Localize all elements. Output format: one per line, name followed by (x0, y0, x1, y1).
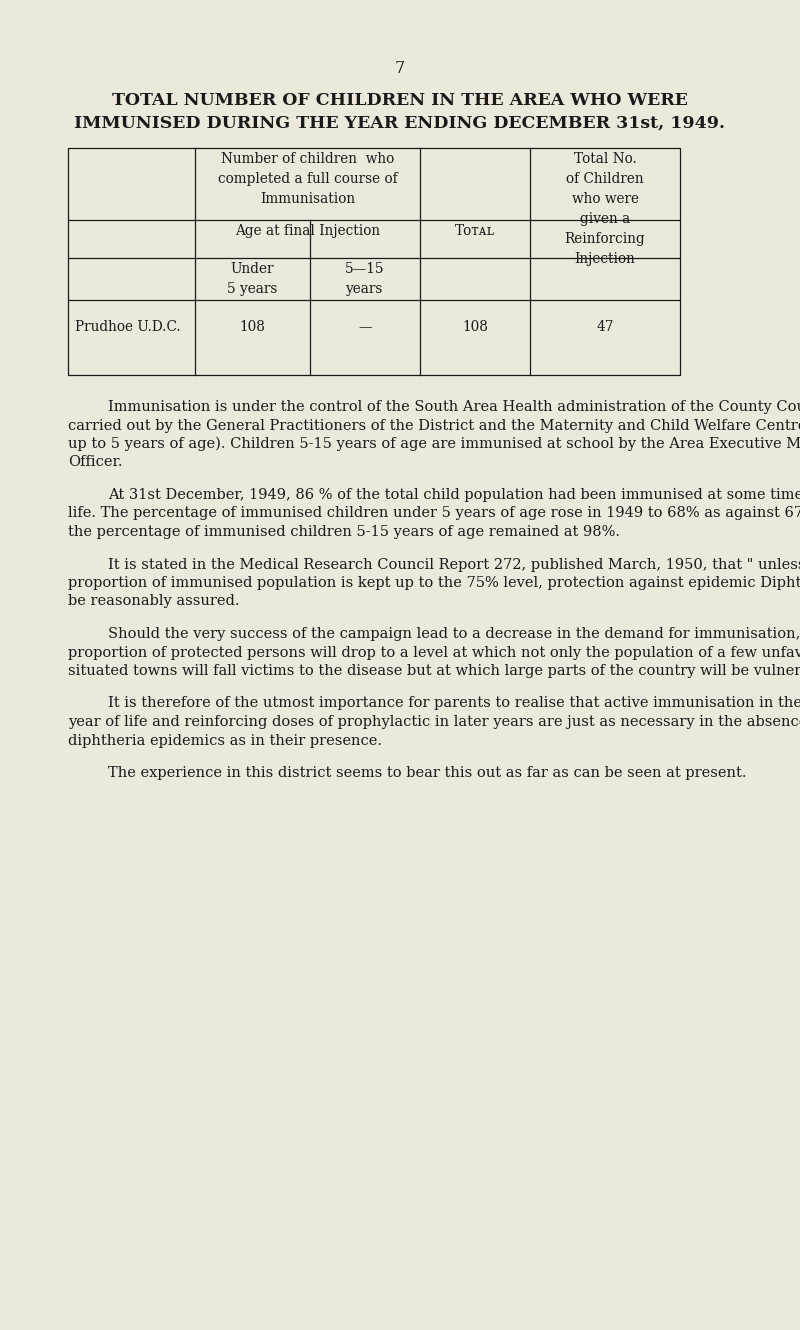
Text: Number of children  who
completed a full course of
Immunisation: Number of children who completed a full … (218, 152, 398, 206)
Text: Immunisation is under the control of the South Area Health administration of the: Immunisation is under the control of the… (108, 400, 800, 414)
Text: the percentage of immunised children 5-15 years of age remained at 98%.: the percentage of immunised children 5-1… (68, 525, 620, 539)
Text: 7: 7 (395, 60, 405, 77)
Text: Age at final Injection: Age at final Injection (235, 223, 380, 238)
Text: 47: 47 (596, 321, 614, 334)
Text: up to 5 years of age). Children 5-15 years of age are immunised at school by the: up to 5 years of age). Children 5-15 yea… (68, 438, 800, 451)
Text: 5—15
years: 5—15 years (346, 262, 385, 295)
Text: Prudhoe U.D.C.: Prudhoe U.D.C. (75, 321, 181, 334)
Text: proportion of protected persons will drop to a level at which not only the popul: proportion of protected persons will dro… (68, 645, 800, 660)
Text: Under
5 years: Under 5 years (227, 262, 278, 295)
Bar (68, 148, 680, 375)
Text: IMMUNISED DURING THE YEAR ENDING DECEMBER 31st, 1949.: IMMUNISED DURING THE YEAR ENDING DECEMBE… (74, 114, 726, 132)
Text: At 31st December, 1949, 86 % of the total child population had been immunised at: At 31st December, 1949, 86 % of the tota… (108, 488, 800, 501)
Text: It is therefore of the utmost importance for parents to realise that active immu: It is therefore of the utmost importance… (108, 697, 800, 710)
Text: Should the very success of the campaign lead to a decrease in the demand for imm: Should the very success of the campaign … (108, 626, 800, 641)
Text: 108: 108 (462, 321, 488, 334)
Text: Tᴏᴛᴀʟ: Tᴏᴛᴀʟ (455, 223, 495, 238)
Text: 108: 108 (239, 321, 266, 334)
Text: TOTAL NUMBER OF CHILDREN IN THE AREA WHO WERE: TOTAL NUMBER OF CHILDREN IN THE AREA WHO… (112, 92, 688, 109)
Text: It is stated in the Medical Research Council Report 272, published March, 1950, : It is stated in the Medical Research Cou… (108, 557, 800, 572)
Text: —: — (358, 321, 372, 334)
Text: Officer.: Officer. (68, 455, 122, 469)
Text: proportion of immunised population is kept up to the 75% level, protection again: proportion of immunised population is ke… (68, 576, 800, 591)
Text: life. The percentage of immunised children under 5 years of age rose in 1949 to : life. The percentage of immunised childr… (68, 507, 800, 520)
Text: be reasonably assured.: be reasonably assured. (68, 595, 239, 609)
Text: situated towns will fall victims to the disease but at which large parts of the : situated towns will fall victims to the … (68, 664, 800, 678)
Text: carried out by the General Practitioners of the District and the Maternity and C: carried out by the General Practitioners… (68, 419, 800, 432)
Text: diphtheria epidemics as in their presence.: diphtheria epidemics as in their presenc… (68, 734, 382, 747)
Text: Total No.
of Children
who were
given a
Reinforcing
Injection: Total No. of Children who were given a R… (565, 152, 646, 266)
Text: year of life and reinforcing doses of prophylactic in later years are just as ne: year of life and reinforcing doses of pr… (68, 716, 800, 729)
Text: The experience in this district seems to bear this out as far as can be seen at : The experience in this district seems to… (108, 766, 746, 779)
